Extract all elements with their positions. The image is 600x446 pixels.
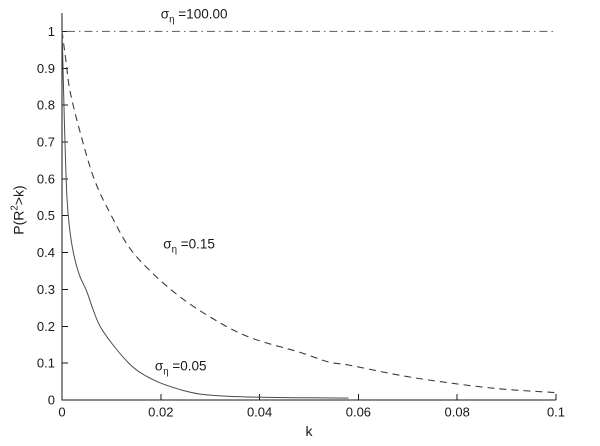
y-tick-label: 0.5	[37, 208, 55, 223]
y-tick-label: 0.7	[37, 135, 55, 150]
y-tick-label: 1	[48, 24, 55, 39]
y-tick-label: 0.2	[37, 319, 55, 334]
y-tick-label: 0.9	[37, 61, 55, 76]
x-tick-label: 0.06	[346, 405, 371, 420]
y-tick-label: 0.1	[37, 356, 55, 371]
axis-spines	[61, 13, 556, 401]
series-line-sigma-eta-0-15	[61, 31, 557, 394]
x-tick-label: 0.1	[547, 405, 565, 420]
y-tick-label: 0.3	[37, 282, 55, 297]
x-tick-label: 0	[58, 405, 65, 420]
x-tick-label: 0.02	[148, 405, 173, 420]
y-tick-label: 0.8	[37, 98, 55, 113]
series-line-sigma-eta-0-05	[61, 31, 349, 399]
y-tick-label: 0.4	[37, 245, 55, 260]
x-tick-label: 0.04	[247, 405, 272, 420]
series-paths	[61, 30, 557, 399]
y-tick-label: 0	[48, 393, 55, 408]
y-tick-label: 0.6	[37, 171, 55, 186]
axes: 0 0.02 0.04 0.06 0.08 0.1 0 0.1 0.2 0.3 0.4 0.5 0.6 0…	[37, 13, 565, 420]
x-tick-label: 0.08	[445, 405, 470, 420]
